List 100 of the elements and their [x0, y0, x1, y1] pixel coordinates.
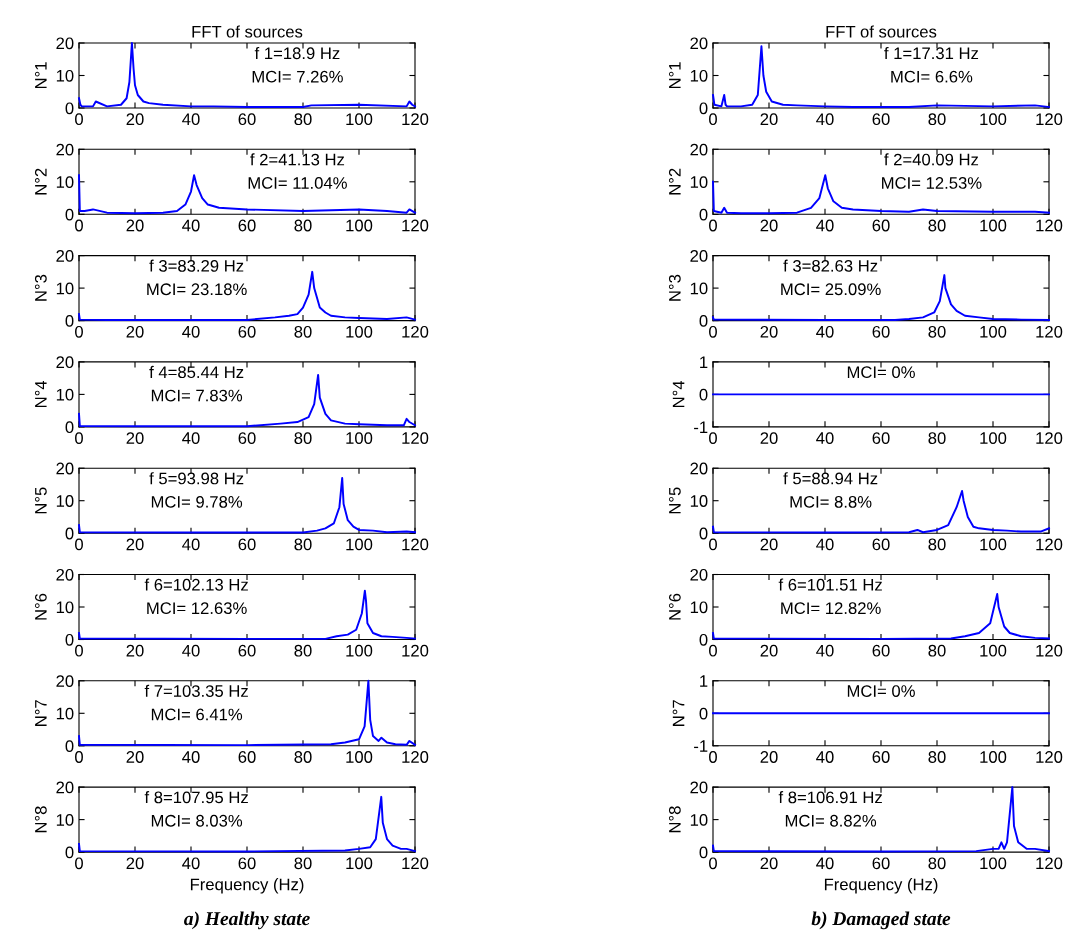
y-tick-label: 20: [690, 250, 708, 262]
x-tick-label: 100: [980, 325, 1007, 338]
y-tick-label: 20: [690, 462, 708, 475]
y-tick-label: 20: [56, 143, 74, 156]
annotation: MCI= 12.53%: [882, 177, 982, 189]
x-tick-label: 80: [294, 432, 312, 444]
annotation: MCI= 7.83%: [151, 389, 243, 402]
x-tick-label: 80: [294, 113, 312, 126]
x-tick-label: 40: [816, 751, 834, 763]
x-tick-label: 20: [760, 219, 778, 232]
x-tick-label: 100: [346, 432, 373, 444]
annotation: f 6=102.13 Hz: [144, 578, 248, 591]
annotation: f 5=93.98 Hz: [149, 472, 244, 485]
x-tick-label: 100: [980, 857, 1007, 870]
y-axis-title: N°4: [672, 380, 685, 408]
x-tick-label: 60: [238, 751, 256, 763]
x-tick-label: 0: [75, 432, 83, 444]
annotation: f 5=88.94 Hz: [783, 472, 878, 485]
x-tick-label: 0: [75, 644, 83, 657]
x-tick-label: 60: [238, 644, 256, 657]
x-tick-label: 100: [980, 219, 1007, 232]
x-tick-label: 60: [238, 325, 256, 338]
x-tick-label: 100: [346, 219, 373, 232]
annotation: f 7=103.35 Hz: [144, 684, 248, 697]
annotation: f 2=41.13 Hz: [250, 153, 345, 166]
line-series: [712, 786, 1050, 853]
x-tick-label: 0: [709, 219, 717, 232]
line-series: [78, 42, 416, 108]
x-tick-label: 0: [709, 113, 717, 126]
y-axis-title: N°6: [668, 593, 681, 620]
annotation: f 8=107.95 Hz: [144, 791, 248, 804]
annotation: f 1=17.31 Hz: [884, 46, 979, 60]
x-tick-label: 120: [1036, 113, 1063, 126]
x-tick-label: 80: [294, 325, 312, 338]
x-tick-label: 120: [1036, 325, 1063, 338]
y-tick-label: 0: [699, 102, 708, 115]
annotation: MCI= 23.18%: [147, 283, 247, 296]
x-tick-label: 40: [182, 538, 200, 551]
y-tick-label: 10: [690, 176, 708, 188]
annotation: MCI= 0%: [847, 685, 915, 697]
chart-title: FFT of sources: [826, 25, 937, 38]
x-tick-label: 40: [182, 325, 200, 338]
y-tick-label: 20: [56, 568, 74, 581]
x-tick-label: 60: [872, 219, 890, 232]
annotation: f 2=40.09 Hz: [884, 153, 979, 166]
annotation: MCI= 8.03%: [151, 814, 243, 827]
x-tick-label: 80: [928, 857, 946, 870]
x-tick-label: 0: [75, 113, 83, 126]
annotation: MCI= 6.6%: [891, 70, 973, 83]
annotation: MCI= 7.26%: [252, 70, 343, 83]
x-tick-label: 20: [126, 113, 144, 126]
y-tick-label: 0: [699, 208, 708, 221]
x-tick-label: 0: [709, 751, 717, 763]
x-tick-label: 20: [126, 538, 144, 551]
x-tick-label: 40: [816, 113, 834, 126]
x-tick-label: 120: [1036, 538, 1063, 551]
x-tick-label: 40: [182, 857, 200, 870]
x-tick-label: 20: [760, 857, 778, 870]
x-tick-label: 60: [872, 538, 890, 551]
x-tick-label: 40: [182, 219, 200, 232]
x-tick-label: 80: [928, 325, 946, 338]
y-axis-title: N°6: [34, 593, 47, 620]
y-tick-label: 10: [56, 814, 74, 826]
annotation: MCI= 25.09%: [781, 283, 881, 296]
x-tick-label: 40: [182, 751, 200, 763]
y-tick-label: 10: [56, 176, 74, 188]
annotation: MCI= 6.41%: [151, 708, 243, 721]
y-tick-label: 10: [690, 814, 708, 826]
x-tick-label: 100: [346, 857, 373, 870]
annotation: MCI= 8.82%: [785, 814, 877, 827]
x-tick-label: 100: [980, 538, 1007, 551]
y-tick-label: 0: [65, 315, 74, 327]
y-tick-label: 20: [56, 462, 74, 475]
x-tick-label: 80: [294, 538, 312, 551]
y-tick-label: 20: [56, 675, 74, 687]
line-series: [78, 679, 416, 747]
x-tick-label: 20: [760, 538, 778, 551]
x-tick-label: 60: [872, 325, 890, 338]
y-tick-label: 10: [690, 69, 708, 82]
x-tick-label: 0: [75, 751, 83, 763]
x-tick-label: 20: [126, 751, 144, 763]
y-tick-label: 20: [690, 781, 708, 794]
y-tick-label: 20: [56, 781, 74, 794]
y-tick-label: 10: [56, 495, 74, 507]
x-tick-label: 120: [1036, 644, 1063, 657]
y-tick-label: 20: [56, 37, 74, 50]
x-tick-label: 60: [238, 857, 256, 870]
text: a) Healthy state: [184, 911, 310, 930]
x-tick-label: 80: [928, 644, 946, 657]
x-tick-label: 40: [182, 644, 200, 657]
x-tick-label: 40: [182, 113, 200, 126]
x-tick-label: 80: [294, 751, 312, 763]
annotation: f 4=85.44 Hz: [149, 365, 244, 379]
y-axis-title: N°7: [34, 700, 47, 726]
x-tick-label: 120: [402, 538, 429, 551]
y-tick-label: 0: [65, 208, 74, 221]
x-tick-label: 20: [760, 644, 778, 657]
y-tick-label: 20: [690, 568, 708, 581]
x-tick-label: 100: [980, 113, 1007, 126]
x-tick-label: 120: [402, 857, 429, 870]
